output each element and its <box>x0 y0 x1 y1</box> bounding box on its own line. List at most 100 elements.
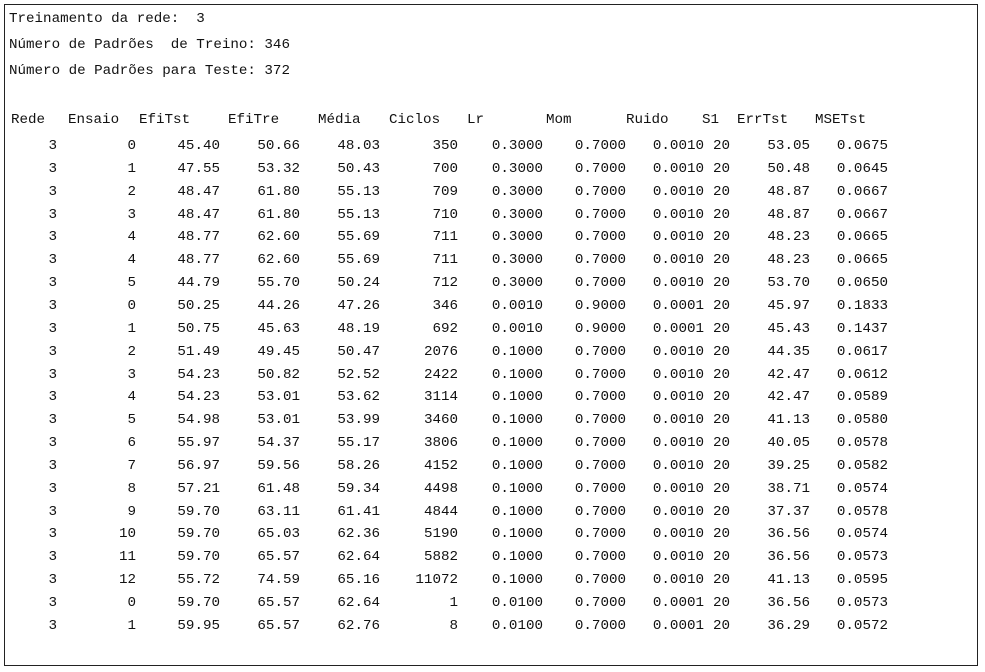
cell-s1: 20 <box>712 617 730 634</box>
cell-errtst: 48.87 <box>767 183 810 200</box>
cell-efitst: 45.40 <box>177 138 220 154</box>
cell-lr: 0.1000 <box>491 389 543 406</box>
cell-efitst: 59.95 <box>177 617 220 634</box>
cell-ciclos: 3460 <box>423 412 458 429</box>
cell-ciclos: 4152 <box>423 457 458 474</box>
column-header-msetst: MSETst <box>815 112 867 128</box>
cell-ensaio: 11 <box>118 549 136 566</box>
cell-média: 55.13 <box>337 206 380 223</box>
cell-média: 58.26 <box>337 457 380 474</box>
cell-lr: 0.3000 <box>491 275 543 292</box>
cell-média: 52.52 <box>337 366 380 383</box>
cell-efitre: 53.01 <box>257 412 300 429</box>
cell-msetst: 0.0572 <box>836 617 888 634</box>
cell-msetst: 0.0667 <box>836 183 888 200</box>
cell-efitst: 59.70 <box>177 526 220 543</box>
cell-efitst: 48.77 <box>177 229 220 246</box>
cell-ciclos: 5882 <box>423 549 458 566</box>
cell-efitre: 62.60 <box>257 252 300 269</box>
cell-s1: 20 <box>712 503 730 520</box>
cell-ruido: 0.0010 <box>652 526 704 543</box>
cell-errtst: 48.87 <box>767 206 810 223</box>
cell-ensaio: 9 <box>127 503 136 520</box>
cell-s1: 20 <box>712 457 730 474</box>
cell-errtst: 40.05 <box>767 435 810 452</box>
cell-ciclos: 709 <box>432 183 458 200</box>
cell-média: 62.64 <box>337 595 380 611</box>
cell-efitre: 61.80 <box>257 206 300 223</box>
cell-msetst: 0.0574 <box>836 480 888 497</box>
cell-mom: 0.7000 <box>574 389 626 406</box>
cell-efitst: 54.23 <box>177 389 220 406</box>
cell-rede: 3 <box>48 435 57 452</box>
cell-lr: 0.0010 <box>491 320 543 337</box>
cell-rede: 3 <box>48 297 57 314</box>
cell-s1: 20 <box>712 343 730 360</box>
cell-ruido: 0.0010 <box>652 572 704 589</box>
cell-msetst: 0.1437 <box>836 320 888 337</box>
cell-efitre: 59.56 <box>257 457 300 474</box>
cell-lr: 0.1000 <box>491 412 543 429</box>
cell-média: 55.69 <box>337 252 380 269</box>
cell-lr: 0.3000 <box>491 160 543 177</box>
cell-rede: 3 <box>48 572 57 589</box>
cell-msetst: 0.0667 <box>836 206 888 223</box>
cell-efitre: 65.57 <box>257 617 300 634</box>
cell-média: 55.13 <box>337 183 380 200</box>
cell-msetst: 0.0665 <box>836 229 888 246</box>
cell-lr: 0.0010 <box>491 297 543 314</box>
header-line-training: Treinamento da rede: 3 <box>9 11 205 27</box>
cell-efitre: 65.57 <box>257 549 300 566</box>
cell-ruido: 0.0010 <box>652 183 704 200</box>
cell-s1: 20 <box>712 138 730 154</box>
cell-efitst: 57.21 <box>177 480 220 497</box>
column-header-média: Média <box>318 112 361 128</box>
cell-efitre: 74.59 <box>257 572 300 589</box>
cell-mom: 0.7000 <box>574 435 626 452</box>
cell-efitst: 59.70 <box>177 503 220 520</box>
cell-errtst: 48.23 <box>767 252 810 269</box>
cell-lr: 0.3000 <box>491 252 543 269</box>
cell-lr: 0.1000 <box>491 526 543 543</box>
cell-ruido: 0.0010 <box>652 229 704 246</box>
cell-s1: 20 <box>712 229 730 246</box>
cell-rede: 3 <box>48 457 57 474</box>
cell-msetst: 0.0573 <box>836 595 888 611</box>
cell-lr: 0.1000 <box>491 457 543 474</box>
cell-ensaio: 0 <box>127 138 136 154</box>
cell-efitre: 44.26 <box>257 297 300 314</box>
cell-s1: 20 <box>712 366 730 383</box>
cell-efitre: 54.37 <box>257 435 300 452</box>
cell-efitre: 53.32 <box>257 160 300 177</box>
cell-efitre: 55.70 <box>257 275 300 292</box>
cell-ensaio: 4 <box>127 252 136 269</box>
cell-msetst: 0.0578 <box>836 435 888 452</box>
cell-rede: 3 <box>48 252 57 269</box>
cell-lr: 0.1000 <box>491 572 543 589</box>
cell-mom: 0.7000 <box>574 252 626 269</box>
cell-lr: 0.1000 <box>491 549 543 566</box>
cell-ruido: 0.0010 <box>652 412 704 429</box>
cell-errtst: 53.05 <box>767 138 810 154</box>
cell-msetst: 0.0645 <box>836 160 888 177</box>
cell-errtst: 50.48 <box>767 160 810 177</box>
cell-msetst: 0.0580 <box>836 412 888 429</box>
cell-ciclos: 2422 <box>423 366 458 383</box>
cell-efitre: 65.03 <box>257 526 300 543</box>
cell-ciclos: 700 <box>432 160 458 177</box>
cell-s1: 20 <box>712 412 730 429</box>
cell-média: 62.76 <box>337 617 380 634</box>
cell-rede: 3 <box>48 389 57 406</box>
cell-mom: 0.7000 <box>574 275 626 292</box>
cell-ensaio: 2 <box>127 183 136 200</box>
cell-média: 62.36 <box>337 526 380 543</box>
cell-efitst: 48.47 <box>177 183 220 200</box>
cell-errtst: 45.43 <box>767 320 810 337</box>
cell-ruido: 0.0010 <box>652 160 704 177</box>
cell-ruido: 0.0010 <box>652 138 704 154</box>
column-header-efitre: EfiTre <box>228 112 280 128</box>
cell-ruido: 0.0010 <box>652 275 704 292</box>
cell-mom: 0.7000 <box>574 160 626 177</box>
cell-efitre: 65.57 <box>257 595 300 611</box>
cell-efitst: 48.47 <box>177 206 220 223</box>
